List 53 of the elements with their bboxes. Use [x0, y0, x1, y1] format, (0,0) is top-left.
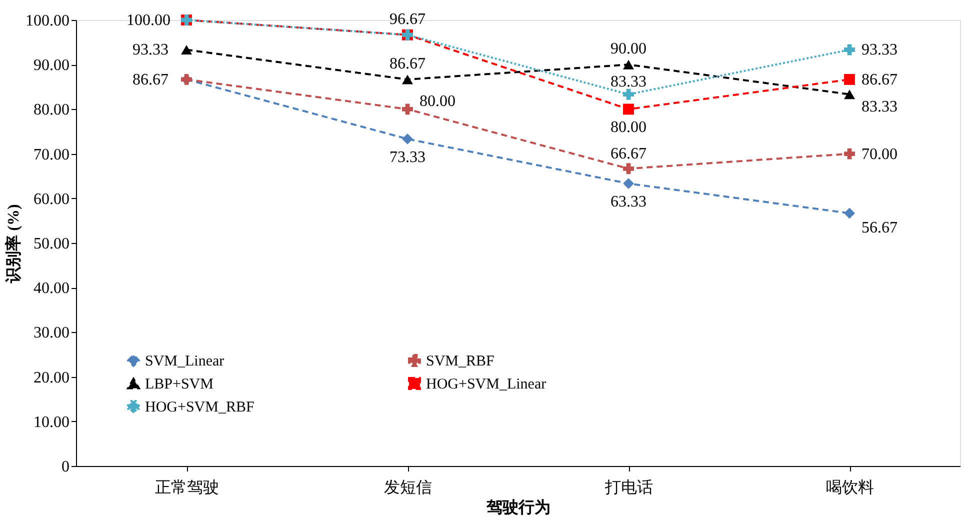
data-label: 66.67	[610, 146, 646, 163]
data-label: 80.00	[610, 119, 646, 136]
y-tick-label: 10.00	[34, 414, 70, 431]
y-tick-label: 100.00	[26, 12, 70, 30]
legend-label: SVM_RBF	[426, 354, 494, 370]
data-label: 83.33	[862, 98, 898, 116]
point	[844, 44, 855, 56]
legend-label: HOG+SVM_RBF	[145, 400, 254, 416]
data-label: 86.67	[132, 71, 168, 88]
point	[623, 60, 634, 70]
data-label: 83.33	[610, 73, 646, 90]
data-label: 90.00	[610, 40, 646, 58]
legend-label: HOG+SVM_Linear	[426, 376, 546, 392]
data-label: 86.67	[390, 55, 426, 72]
data-label: 63.33	[610, 194, 646, 211]
legend-label: LBP+SVM	[145, 376, 214, 392]
y-tick-label: 0	[62, 458, 70, 476]
x-tick-label: 喝饮料	[826, 478, 874, 496]
data-label: 93.33	[862, 42, 898, 59]
x-axis-title: 驾驶行为	[486, 498, 550, 516]
data-label: 56.67	[862, 219, 898, 236]
data-label: 80.00	[420, 93, 456, 110]
y-tick-label: 60.00	[34, 190, 70, 208]
point	[402, 133, 413, 144]
data-label: 70.00	[862, 146, 898, 163]
point	[181, 45, 192, 54]
point	[844, 90, 855, 100]
data-label: 100.00	[126, 12, 170, 29]
data-label: 86.67	[862, 71, 898, 88]
data-label: 93.33	[132, 42, 168, 59]
y-tick-label: 70.00	[34, 146, 70, 164]
data-label: 73.33	[390, 148, 426, 166]
y-tick-label: 50.00	[34, 236, 70, 252]
point	[623, 178, 634, 190]
x-tick-label: 打电话	[604, 478, 653, 496]
point	[844, 208, 855, 219]
legend-label: SVM_Linear	[145, 354, 224, 370]
y-tick-label: 40.00	[34, 280, 70, 298]
y-tick-label: 20.00	[34, 369, 70, 386]
data-label: 96.67	[390, 10, 426, 28]
y-tick-label: 90.00	[34, 57, 70, 74]
y-tick-label: 80.00	[34, 102, 70, 119]
point	[623, 88, 634, 100]
point	[844, 148, 855, 160]
y-axis-title: 识别率 (%)	[4, 204, 22, 284]
point	[402, 74, 413, 84]
x-tick-label: 正常驾驶	[155, 478, 219, 496]
point	[402, 104, 413, 115]
point	[623, 163, 634, 174]
point	[623, 104, 634, 115]
x-tick-label: 发短信	[384, 480, 432, 496]
y-tick-label: 30.00	[34, 324, 70, 342]
point	[844, 74, 855, 85]
